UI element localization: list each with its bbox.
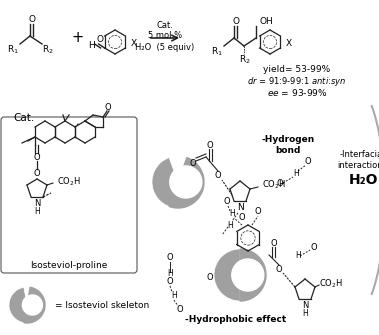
Text: O: O	[255, 207, 261, 216]
Text: $dr$ = 91:9-99:1 $anti$:$syn$: $dr$ = 91:9-99:1 $anti$:$syn$	[247, 74, 347, 87]
Text: H₂O  (5 equiv): H₂O (5 equiv)	[135, 44, 195, 53]
Text: R$_1$: R$_1$	[211, 46, 223, 58]
Text: = Isosteviol skeleton: = Isosteviol skeleton	[55, 300, 149, 310]
Polygon shape	[232, 259, 264, 291]
Text: Cat.: Cat.	[157, 21, 174, 30]
Text: $ee$ = 93-99%: $ee$ = 93-99%	[267, 86, 327, 97]
Text: O: O	[34, 153, 40, 162]
Text: X: X	[131, 40, 137, 49]
Polygon shape	[24, 287, 45, 323]
Text: O: O	[167, 277, 173, 286]
Text: H: H	[295, 251, 301, 260]
Text: N: N	[236, 202, 243, 211]
Text: O: O	[215, 171, 221, 180]
Text: O: O	[232, 16, 240, 25]
Text: X: X	[286, 40, 292, 49]
Text: O: O	[190, 158, 196, 168]
Text: N: N	[34, 199, 40, 207]
Text: H: H	[293, 169, 299, 178]
Text: -Interfacial
interactions: -Interfacial interactions	[337, 150, 379, 170]
Text: H₂O: H₂O	[349, 173, 379, 187]
Text: H: H	[227, 220, 233, 229]
Text: H: H	[167, 269, 173, 278]
Text: O: O	[177, 306, 183, 315]
Text: Isosteviol-proline: Isosteviol-proline	[30, 261, 108, 269]
Text: H: H	[229, 209, 235, 218]
Polygon shape	[240, 249, 266, 301]
FancyBboxPatch shape	[1, 117, 137, 273]
Wedge shape	[152, 157, 187, 208]
Wedge shape	[214, 249, 240, 301]
Polygon shape	[169, 157, 204, 208]
Text: +: +	[72, 30, 84, 46]
Text: R$_2$: R$_2$	[42, 44, 54, 56]
Text: O: O	[239, 212, 245, 221]
Text: O: O	[28, 15, 36, 24]
Text: H: H	[302, 309, 308, 318]
Text: N: N	[302, 300, 308, 310]
Wedge shape	[9, 287, 30, 323]
Text: H: H	[34, 206, 40, 215]
Text: O: O	[224, 198, 230, 206]
Text: O: O	[271, 239, 277, 248]
Text: yield= 53-99%: yield= 53-99%	[263, 66, 330, 74]
Text: Cat.: Cat.	[13, 113, 34, 123]
Text: CO$_2$H: CO$_2$H	[319, 278, 343, 290]
Text: R$_1$: R$_1$	[7, 44, 19, 56]
Text: CO$_2$H: CO$_2$H	[57, 176, 81, 188]
Text: O: O	[96, 36, 103, 45]
Text: O: O	[167, 254, 173, 263]
Text: OH: OH	[259, 16, 273, 25]
Text: O: O	[276, 265, 282, 273]
Text: O: O	[305, 156, 311, 165]
Text: H: H	[171, 291, 177, 300]
Text: O: O	[207, 273, 213, 282]
Text: 5 mol %: 5 mol %	[148, 30, 182, 40]
Text: H: H	[88, 42, 95, 51]
Polygon shape	[22, 295, 42, 315]
Text: O: O	[207, 140, 213, 149]
Text: O: O	[277, 179, 283, 188]
Text: O: O	[105, 103, 111, 112]
Text: CO$_2$H: CO$_2$H	[262, 179, 286, 191]
Text: -Hydrogen
bond: -Hydrogen bond	[262, 135, 315, 155]
Text: R$_2$: R$_2$	[239, 54, 251, 66]
Text: O: O	[311, 244, 317, 253]
Text: O: O	[34, 169, 40, 178]
Text: -Hydrophobic effect: -Hydrophobic effect	[185, 316, 287, 325]
Polygon shape	[170, 166, 202, 198]
